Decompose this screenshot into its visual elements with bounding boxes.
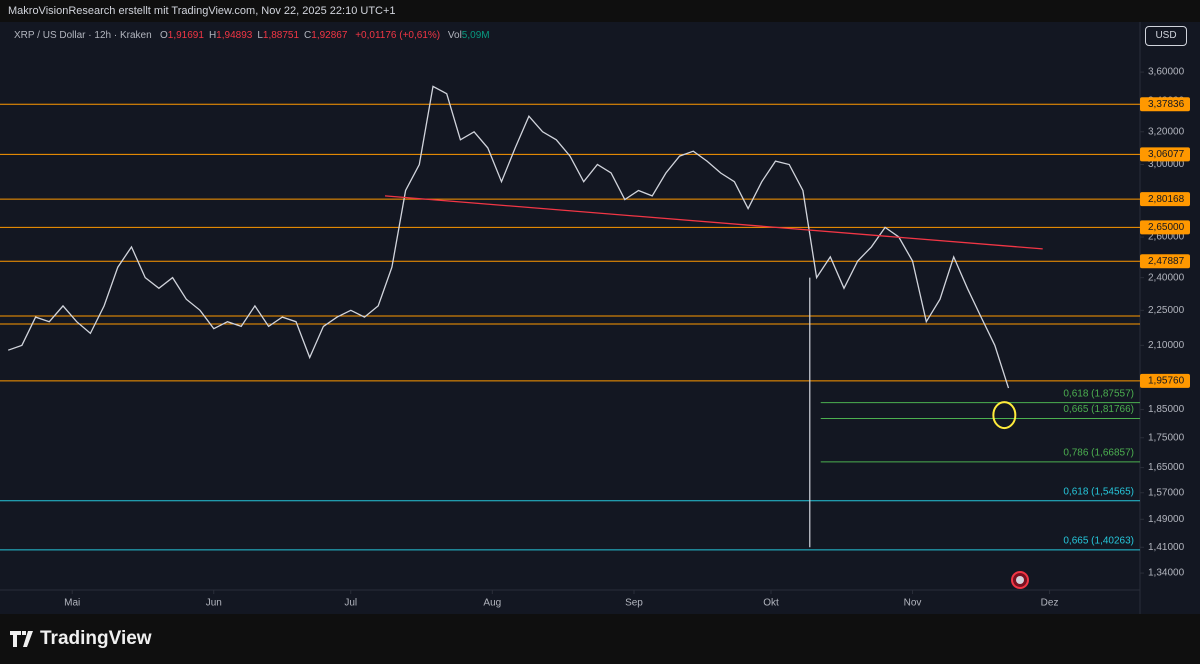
y-tick-label: 2,25000 (1148, 305, 1185, 316)
watermark: MakroVisionResearch erstellt mit Trading… (8, 5, 396, 17)
level-label-box (1140, 220, 1190, 235)
fib-label: 0,618 (1,54565) (1063, 486, 1134, 497)
y-tick-label: 1,85000 (1148, 404, 1185, 415)
x-tick-label: Nov (904, 598, 922, 609)
logo (10, 631, 33, 647)
highlight-circle (992, 401, 1017, 430)
change: +0,01176 (+0,61%) (355, 30, 441, 41)
event-flag (1011, 571, 1029, 589)
level-label-box (1140, 254, 1190, 269)
level-label-box (1140, 97, 1190, 112)
volume: 5,09M (461, 30, 490, 41)
ohlc-key: H (208, 30, 217, 41)
y-tick-label: 1,34000 (1148, 568, 1185, 579)
ohlc-value: 1,88751 (262, 30, 300, 41)
fib-label: 0,665 (1,81766) (1063, 404, 1134, 415)
legend: XRP / US Dollar · 12h · Kraken O1,91691 H… (14, 30, 495, 41)
ohlc-key: C (304, 30, 312, 41)
level-label-box (1140, 147, 1190, 162)
x-tick-label: Mai (64, 598, 80, 609)
level-label-box (1140, 192, 1190, 207)
ohlc-value: 1,91691 (167, 30, 204, 41)
level-label: 2,65000 (1148, 222, 1185, 233)
ohlc-value: 1,94893 (216, 30, 253, 41)
ohlc-key: L (257, 30, 263, 41)
x-tick-label: Jul (344, 598, 357, 609)
ohlc-key: O (160, 30, 168, 41)
fib-label: 0,786 (1,66857) (1063, 448, 1134, 459)
x-tick-label: Sep (625, 598, 643, 609)
y-tick-label: 3,60000 (1148, 67, 1185, 78)
y-tick-label: 2,40000 (1148, 272, 1185, 283)
x-tick-label: Aug (483, 598, 501, 609)
x-tick-label: Okt (763, 598, 779, 609)
y-tick-label: 2,10000 (1148, 340, 1185, 351)
level-label: 2,80168 (1148, 194, 1185, 205)
level-label: 1,95760 (1148, 376, 1185, 387)
x-tick-label: Jun (206, 598, 222, 609)
level-label: 3,06077 (1148, 149, 1185, 160)
price-line (7, 85, 1010, 389)
ohlc: O1,91691 H1,94893 L1,88751 C1,92867 (160, 30, 352, 41)
y-tick-label: 2,60000 (1148, 232, 1185, 243)
currency-button[interactable]: USD (1145, 26, 1187, 46)
y-tick-label: 1,75000 (1148, 432, 1185, 443)
symbol: XRP / US Dollar · 12h · Kraken (14, 30, 152, 41)
fib-label: 0,665 (1,40263) (1063, 536, 1134, 547)
x-tick-label: Dez (1041, 598, 1059, 609)
y-tick-label: 1,57000 (1148, 487, 1185, 498)
trendline (384, 195, 1043, 250)
y-tick-label: 1,65000 (1148, 462, 1185, 473)
level-label-box (1140, 373, 1190, 388)
level-label: 3,37836 (1148, 99, 1185, 110)
fib-label: 0,618 (1,87557) (1063, 388, 1134, 399)
y-tick-label: 3,20000 (1148, 126, 1185, 137)
chart-background (0, 22, 1200, 614)
y-tick-label: 3,00000 (1148, 159, 1185, 170)
level-label: 2,47887 (1148, 256, 1185, 267)
ohlc-value: 1,92867 (311, 30, 348, 41)
volume-key: Vol (447, 30, 462, 41)
brand: TradingView (40, 628, 152, 649)
y-tick-label: 1,49000 (1148, 514, 1185, 525)
y-tick-label: 1,41000 (1148, 542, 1185, 553)
